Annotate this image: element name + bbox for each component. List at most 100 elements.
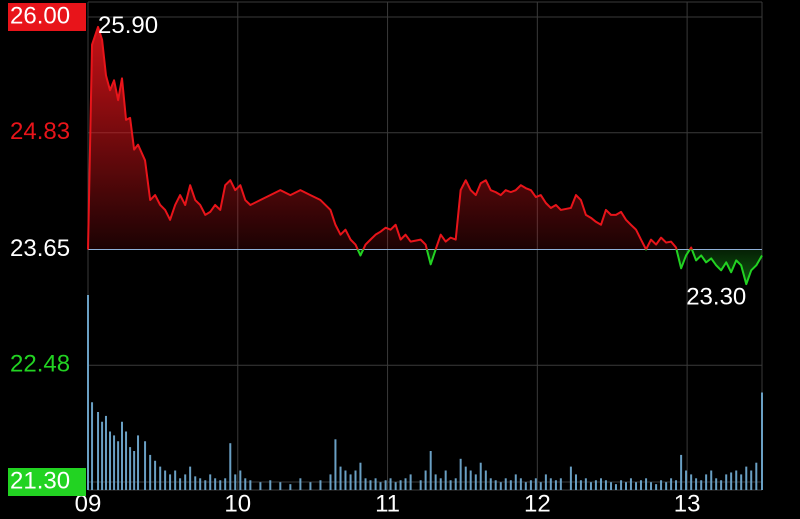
volume-bar	[234, 474, 237, 490]
volume-bar	[339, 466, 342, 490]
y-tick-label: 24.83	[10, 118, 70, 145]
volume-bar	[604, 480, 607, 490]
volume-bar	[154, 460, 157, 490]
volume-bar	[329, 474, 332, 490]
volume-bar	[364, 478, 367, 490]
volume-bar	[655, 484, 658, 490]
volume-bar	[720, 480, 723, 490]
volume-bar	[359, 462, 362, 490]
volume-bar	[574, 474, 577, 490]
volume-bar	[133, 451, 136, 490]
volume-bar	[685, 470, 688, 490]
volume-bar	[725, 474, 728, 490]
volume-bar	[524, 482, 527, 490]
x-tick-label: 13	[674, 490, 701, 517]
y-tick-label: 22.48	[10, 351, 70, 378]
volume-bar	[444, 470, 447, 490]
volume-bar	[469, 470, 472, 490]
y-tick-label: 21.30	[10, 467, 70, 494]
volume-bar	[484, 470, 487, 490]
volume-bar	[101, 421, 104, 490]
volume-bar	[660, 480, 663, 490]
x-tick-label: 10	[224, 490, 251, 517]
volume-bar	[174, 470, 177, 490]
x-tick-label: 12	[524, 490, 551, 517]
volume-bar	[389, 478, 392, 490]
volume-bar	[670, 478, 673, 490]
volume-bar	[144, 441, 147, 490]
volume-bar	[404, 478, 407, 490]
volume-bar	[209, 474, 212, 490]
volume-bar	[594, 480, 597, 490]
volume-bar	[409, 474, 412, 490]
volume-bar	[635, 482, 638, 490]
volume-bar	[735, 470, 738, 490]
volume-bar	[384, 480, 387, 490]
price-area	[88, 26, 762, 285]
volume-bar	[149, 454, 152, 490]
volume-bar	[379, 482, 382, 490]
volume-bar	[244, 478, 247, 490]
volume-bar	[705, 474, 708, 490]
volume-bar	[544, 474, 547, 490]
volume-bar	[97, 412, 100, 490]
volume-bar	[690, 474, 693, 490]
y-tick-label: 26.00	[10, 2, 70, 29]
volume-bar	[189, 466, 192, 490]
volume-bar	[91, 402, 94, 490]
volume-bar	[164, 470, 167, 490]
volume-bar	[349, 474, 352, 490]
volume-bar	[479, 462, 482, 490]
volume-bar	[514, 474, 517, 490]
volume-bar	[675, 480, 678, 490]
volume-bar	[761, 392, 763, 490]
volume-bar	[629, 478, 632, 490]
volume-bar	[584, 478, 587, 490]
volume-bar	[299, 478, 302, 490]
volume-bar	[610, 482, 613, 490]
volume-bar	[569, 466, 572, 490]
volume-bar	[214, 478, 217, 490]
volume-bar	[650, 482, 653, 490]
volume-bar	[474, 474, 477, 490]
volume-bar	[374, 478, 377, 490]
volume-bar	[120, 421, 123, 490]
volume-bar	[87, 295, 89, 490]
annotation: 23.30	[686, 283, 746, 310]
volume-bar	[399, 480, 402, 490]
volume-bar	[715, 478, 718, 490]
volume-bar	[439, 478, 442, 490]
volume-bar	[229, 443, 232, 490]
price-line	[87, 25, 763, 286]
volume-bar	[117, 441, 120, 490]
volume-bar	[730, 472, 733, 490]
volume-bar	[199, 478, 202, 490]
volume-bar	[394, 482, 397, 490]
volume-bar	[109, 431, 112, 490]
volume-bar	[489, 478, 492, 490]
volume-bar	[194, 476, 197, 490]
volume-bar	[625, 482, 628, 490]
volume-bar	[620, 480, 623, 490]
volume-bar	[269, 480, 272, 490]
volume-bar	[549, 478, 552, 490]
volume-bar	[599, 478, 602, 490]
volume-bar	[429, 451, 432, 490]
volume-bar	[204, 480, 207, 490]
volume-bar	[369, 480, 372, 490]
y-tick-label-bg	[8, 3, 86, 31]
volume-bar	[750, 470, 753, 490]
volume-bar	[259, 482, 262, 490]
volume-bar	[459, 458, 462, 490]
volume-bar	[424, 470, 427, 490]
volume-bar	[504, 478, 507, 490]
annotation: 25.90	[98, 12, 158, 39]
volume-bar	[179, 478, 182, 490]
volume-bar	[184, 474, 187, 490]
volume-bar	[554, 480, 557, 490]
volume-bar	[434, 474, 437, 490]
volume-bar	[129, 447, 132, 490]
volume-bar	[125, 431, 128, 490]
volume-bar	[449, 480, 452, 490]
volume-bar	[529, 480, 532, 490]
